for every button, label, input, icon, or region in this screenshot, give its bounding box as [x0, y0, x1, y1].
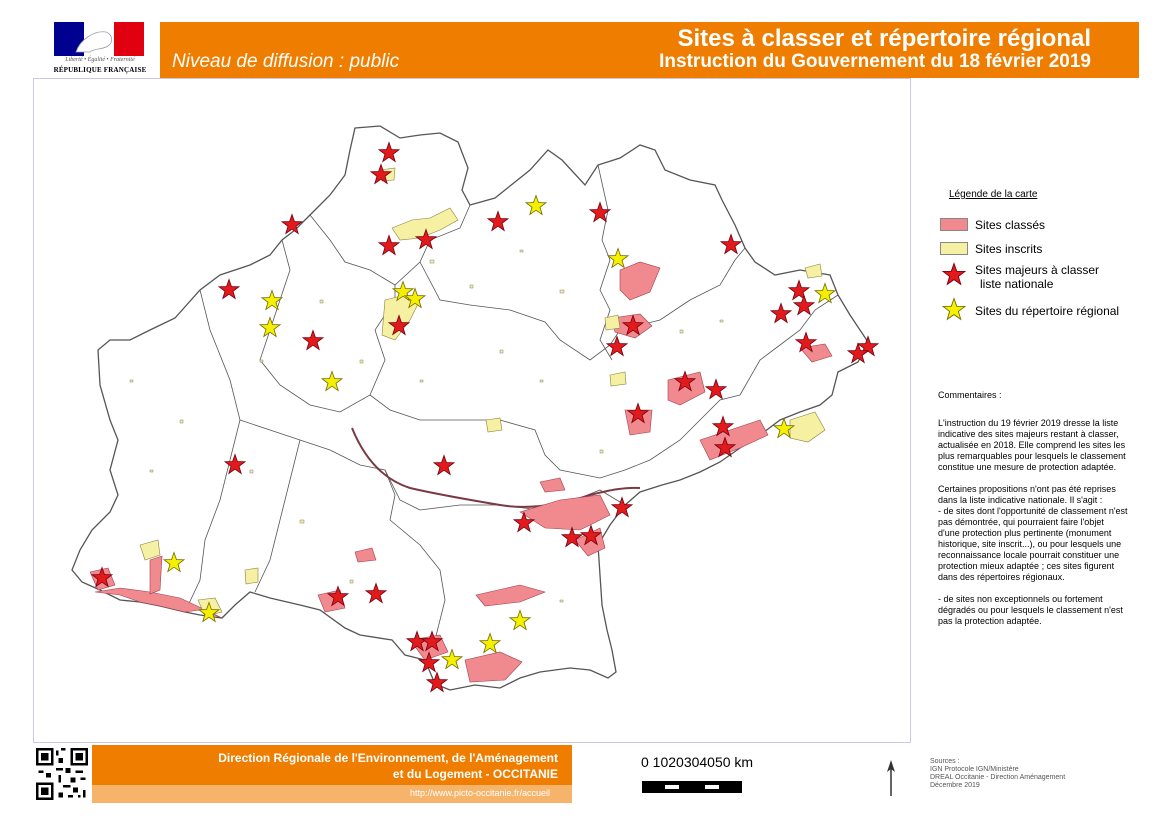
comments-paragraph-4: - de sites non exceptionnels ou fortemen… — [938, 594, 1123, 626]
legend-label-repertoire: Sites du répertoire régional — [975, 304, 1120, 318]
sites-inscrits-layer — [139, 167, 826, 617]
comments-paragraph-2: Certaines propositions n'ont pas été rep… — [938, 484, 1116, 505]
qr-code-icon — [36, 748, 88, 800]
republique-francaise-logo: Liberté • Égalité • Fraternité RÉPUBLIQU… — [50, 20, 150, 78]
comments-paragraph-1: L'instruction du 19 février 2019 dresse … — [938, 418, 1126, 472]
sources-line: IGN Protocole IGN/Ministère — [930, 766, 1019, 773]
legend-label-sites-inscrits: Sites inscrits — [975, 242, 1043, 256]
legend-yellow-star-icon — [942, 297, 966, 320]
sources-block: Sources : IGN Protocole IGN/Ministère DR… — [930, 758, 1065, 790]
department-boundaries — [184, 164, 839, 661]
map-subtitle: Instruction du Gouvernement du 18 févrie… — [659, 51, 1091, 72]
scale-bar — [642, 781, 742, 793]
small-sites-scatter — [129, 249, 724, 603]
legend-swatch-sites-classes — [940, 218, 968, 231]
legend-label-sites-majeurs: Sites majeurs à classer liste nationale — [975, 263, 1099, 291]
dreal-name-line1: Direction Régionale de l'Environnement, … — [218, 751, 558, 765]
url-banner: http://www.picto-occitanie.fr/accueil — [92, 785, 572, 803]
comments-paragraph-3: - de sites dont l'opportunité de classem… — [938, 506, 1128, 582]
comments-title: Commentaires : — [938, 390, 1002, 400]
website-url[interactable]: http://www.picto-occitanie.fr/accueil — [409, 788, 550, 798]
occitanie-map — [71, 125, 879, 693]
sources-line: DREAL Occitanie - Direction Aménagement — [930, 774, 1066, 781]
sources-line: Décembre 2019 — [930, 782, 980, 789]
canal-du-midi — [351, 427, 641, 508]
region-outline — [71, 125, 869, 691]
dreal-name-line2: et du Logement - OCCITANIE — [392, 767, 558, 781]
legend-swatch-sites-inscrits — [940, 242, 968, 255]
legend-label-sites-majeurs-line2: liste nationale — [980, 277, 1054, 291]
legend-label-sites-majeurs-line1: Sites majeurs à classer — [975, 263, 1100, 277]
map-frame — [33, 78, 911, 743]
north-arrow-icon — [887, 760, 895, 796]
legend-title: Légende de la carte — [949, 189, 1038, 200]
logo-republique-text: RÉPUBLIQUE FRANÇAISE — [53, 66, 147, 74]
legend-red-star-icon — [942, 262, 966, 285]
legend-label-sites-classes: Sites classés — [975, 218, 1046, 232]
title-banner: Niveau de diffusion : public Sites à cla… — [160, 22, 1139, 78]
marianne-logo-icon — [54, 22, 144, 56]
sources-line: Sources : — [930, 758, 960, 765]
comments-block: L'instruction du 19 février 2019 dresse … — [938, 418, 1128, 638]
map-title: Sites à classer et répertoire régional — [677, 25, 1091, 52]
scale-label: 0 1020304050 km — [641, 754, 754, 770]
diffusion-level: Niveau de diffusion : public — [172, 51, 400, 72]
logo-motto: Liberté • Égalité • Fraternité — [65, 57, 135, 63]
dreal-banner: Direction Régionale de l'Environnement, … — [92, 745, 572, 785]
